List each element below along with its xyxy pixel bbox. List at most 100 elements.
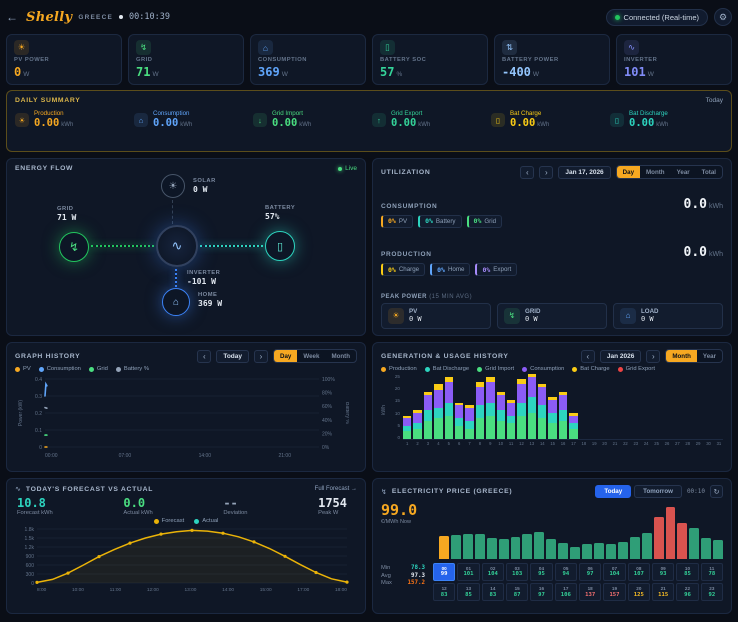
graph-legend-item-dot — [38, 366, 44, 372]
price-bar-16[interactable] — [629, 537, 640, 559]
bar-segment — [403, 415, 412, 419]
bar-segment — [496, 394, 505, 411]
stat-card-grid[interactable]: ↯ GRID 71 W — [128, 34, 244, 85]
price-cell-value: 85 — [465, 591, 472, 598]
inverter-node[interactable]: ∿ — [156, 225, 198, 267]
battery-node[interactable]: ▯ — [265, 231, 295, 261]
utilization-next-button[interactable]: › — [539, 165, 554, 179]
price-bar-00[interactable] — [439, 536, 449, 559]
home-node[interactable]: ⌂ — [162, 288, 190, 316]
price-bar-17[interactable] — [641, 533, 652, 559]
forecast-stat-value: -- — [223, 496, 238, 510]
stat-card-consumption[interactable]: ⌂ CONSUMPTION 369 W — [250, 34, 366, 85]
price-bar-05[interactable] — [498, 539, 509, 559]
gen-usage-bar-day-17 — [569, 374, 578, 439]
bar-segment — [496, 392, 505, 395]
summary-item-label: Bat Discharge — [629, 110, 668, 117]
price-bar-11[interactable] — [570, 547, 581, 559]
graph-history-range-month[interactable]: Month — [331, 352, 350, 360]
stat-card-battery-soc[interactable]: ▯ BATTERY SOC 57% — [372, 34, 488, 85]
utilization-prev-button[interactable]: ‹ — [520, 165, 535, 179]
graph-legend-item: Battery % — [115, 366, 149, 372]
consumption-chip: 0% Battery — [418, 214, 462, 228]
grid-node[interactable]: ↯ — [59, 232, 89, 262]
gen-usage-date-picker[interactable]: Jan 2026 — [599, 349, 642, 363]
price-bar-12[interactable] — [582, 544, 592, 559]
utilization-range-year[interactable]: Year — [676, 168, 690, 176]
price-bar-18[interactable] — [653, 517, 664, 559]
stat-card-pv-power[interactable]: ☀ PV POWER 0 W — [6, 34, 122, 85]
svg-text:100%: 100% — [322, 377, 335, 383]
stat-card-inverter[interactable]: ∿ INVERTER 101 W — [616, 34, 732, 85]
back-button[interactable]: ← — [6, 10, 18, 24]
gen-usage-next-button[interactable]: › — [646, 349, 661, 363]
gen-usage-legend-item-label: Bat Discharge — [432, 366, 470, 372]
stat-unit: W — [532, 71, 540, 78]
gen-usage-prev-button[interactable]: ‹ — [580, 349, 595, 363]
utilization-range-day[interactable]: Day — [616, 166, 641, 178]
price-bar-13[interactable] — [593, 543, 604, 559]
price-bar-15[interactable] — [617, 542, 628, 559]
bar-segment — [538, 418, 547, 439]
x-label: 7 — [468, 441, 471, 446]
home-value: 369 W — [198, 299, 223, 309]
gen-usage-range-year[interactable]: Year — [702, 352, 716, 360]
price-bar-03[interactable] — [474, 534, 485, 559]
utilization-range-total[interactable]: Total — [701, 168, 716, 176]
price-cell-value: 78 — [708, 571, 716, 578]
svg-text:00:00: 00:00 — [45, 453, 58, 459]
price-cell-21: 21 115 — [652, 583, 675, 602]
gen-usage-bar-day-16 — [558, 374, 568, 439]
utilization-range-month[interactable]: Month — [646, 168, 665, 176]
refresh-button[interactable]: ↻ — [710, 485, 723, 498]
graph-history-range-day[interactable]: Day — [274, 350, 298, 362]
consumption-chip-pct: 0% — [388, 217, 396, 225]
settings-button[interactable]: ⚙ — [714, 8, 732, 26]
utilization-date-picker[interactable]: Jan 17, 2026 — [558, 165, 611, 179]
summary-item-unit: kWh — [537, 122, 550, 129]
graph-legend-item-label: Consumption — [46, 366, 81, 372]
summary-item-col: Grid Import 0.00 kWh — [272, 110, 311, 130]
x-label: 10:00 — [71, 588, 84, 594]
x-label: 8 — [478, 441, 482, 446]
forecast-stats: 10.8 Forecast kWh 0.0 Actual kWh -- Deviation… — [17, 496, 347, 517]
gen-usage-chart[interactable]: kWh 25 20 15 10 5 0 1 2 3 4 5 6 7 8 9 10 11 12 13 14 15 16 17… — [381, 374, 723, 446]
price-bar-04[interactable] — [486, 538, 497, 559]
price-bar-08[interactable] — [534, 532, 545, 559]
svg-text:Battery %: Battery % — [344, 402, 349, 424]
gen-usage-bar-day-13 — [527, 374, 537, 439]
price-bar-14[interactable] — [605, 544, 616, 559]
price-tab-today[interactable]: Today — [595, 485, 632, 498]
gen-usage-bar-day-18 — [580, 374, 588, 439]
price-bar-10[interactable] — [558, 543, 569, 559]
svg-text:1.2k: 1.2k — [25, 545, 35, 551]
price-bar-09[interactable] — [546, 539, 557, 559]
price-bar-22[interactable] — [701, 538, 712, 559]
price-tab-tomorrow[interactable]: Tomorrow — [634, 485, 682, 498]
price-bar-23[interactable] — [713, 540, 724, 559]
price-bar-20[interactable] — [677, 523, 688, 559]
solar-node[interactable]: ☀ — [161, 174, 185, 198]
price-bar-19[interactable] — [665, 507, 676, 559]
stat-card-battery-power[interactable]: ⇅ BATTERY POWER -400 W — [494, 34, 610, 85]
consumption-chip-pct: 0% — [425, 217, 433, 225]
graph-history-next-button[interactable]: › — [254, 349, 269, 363]
graph-history-chart[interactable]: 0 0.1 0.2 0.3 0.4 0% 20% 40% 60% 80% 100% 00:00 07:0… — [15, 373, 357, 462]
price-bars[interactable] — [439, 501, 724, 559]
price-bar-21[interactable] — [689, 528, 700, 559]
gen-usage-legend-item-dot — [522, 366, 528, 372]
price-bar-07[interactable] — [522, 534, 533, 559]
gen-usage-bar-day-26 — [663, 374, 671, 439]
price-bar-01[interactable] — [450, 535, 461, 559]
graph-history-date-picker[interactable]: Today — [216, 349, 250, 363]
forecast-stat-value: 0.0 — [123, 496, 146, 510]
graph-history-range-week[interactable]: Week — [303, 352, 320, 360]
price-bar-06[interactable] — [510, 537, 521, 559]
connection-status-badge[interactable]: Connected (Real-time) — [605, 8, 708, 26]
price-bar-02[interactable] — [462, 534, 473, 559]
full-forecast-link[interactable]: Full Forecast → — [314, 486, 357, 492]
price-cell-hour: 01 — [465, 565, 472, 571]
gen-usage-range-month[interactable]: Month — [666, 350, 697, 362]
graph-history-prev-button[interactable]: ‹ — [197, 349, 212, 363]
forecast-chart[interactable]: 0 300 600 900 1.2k 1.5k 1.8k — [15, 525, 357, 588]
